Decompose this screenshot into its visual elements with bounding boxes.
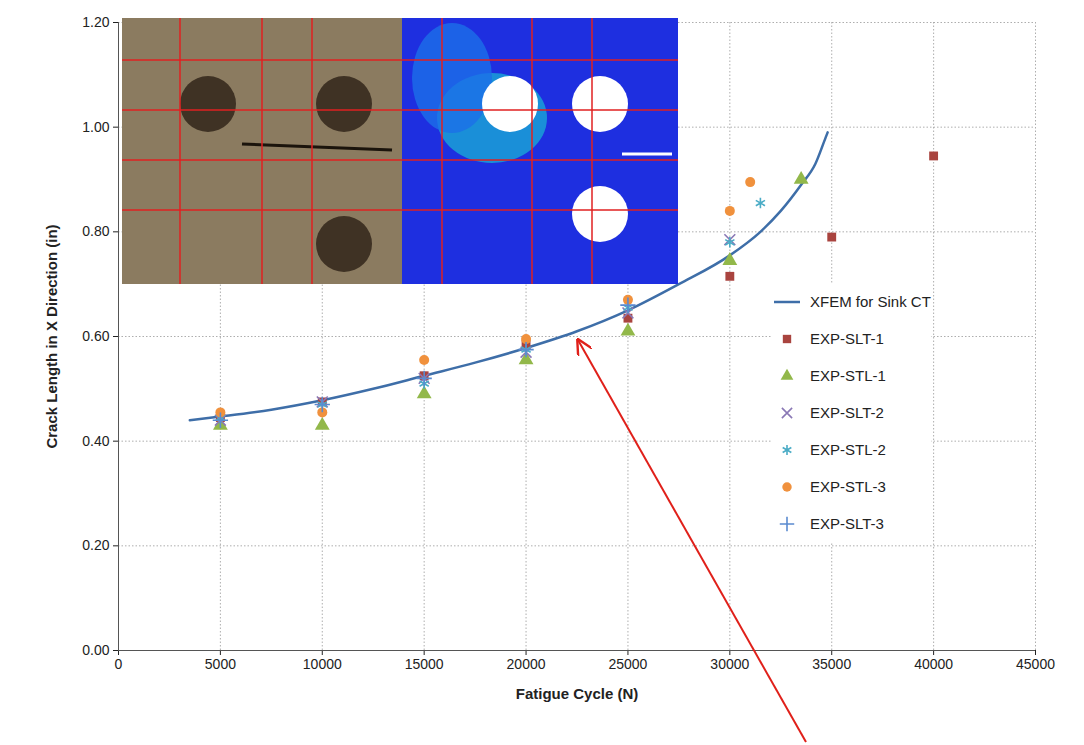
svg-text:0: 0 xyxy=(115,656,123,672)
svg-text:Crack Length in X Direction (i: Crack Length in X Direction (in) xyxy=(43,224,60,448)
svg-text:0.40: 0.40 xyxy=(82,433,109,449)
svg-text:20000: 20000 xyxy=(507,656,546,672)
html-text:EXP-SLT-1: EXP-SLT-1 xyxy=(810,330,884,347)
html-text:EXP-STL-3: EXP-STL-3 xyxy=(810,478,886,495)
html-text:EXP-SLT-2: EXP-SLT-2 xyxy=(810,404,884,421)
html-text:EXP-SLT-3: EXP-SLT-3 xyxy=(810,515,884,532)
svg-text:30000: 30000 xyxy=(710,656,749,672)
svg-text:35000: 35000 xyxy=(812,656,851,672)
svg-text:0.20: 0.20 xyxy=(82,537,109,553)
html-text:XFEM for Sink CT: XFEM for Sink CT xyxy=(810,293,931,310)
svg-text:25000: 25000 xyxy=(608,656,647,672)
svg-text:10000: 10000 xyxy=(303,656,342,672)
svg-text:40000: 40000 xyxy=(914,656,953,672)
svg-text:0.80: 0.80 xyxy=(82,223,109,239)
html-text:EXP-STL-1: EXP-STL-1 xyxy=(810,367,886,384)
svg-text:1.20: 1.20 xyxy=(82,14,109,30)
svg-text:1.00: 1.00 xyxy=(82,119,109,135)
svg-text:5000: 5000 xyxy=(205,656,236,672)
svg-text:Fatigue Cycle (N): Fatigue Cycle (N) xyxy=(516,685,639,702)
svg-text:45000: 45000 xyxy=(1016,656,1055,672)
svg-text:15000: 15000 xyxy=(405,656,444,672)
svg-text:0.60: 0.60 xyxy=(82,328,109,344)
svg-text:0.00: 0.00 xyxy=(82,642,109,658)
html-text:EXP-STL-2: EXP-STL-2 xyxy=(810,441,886,458)
